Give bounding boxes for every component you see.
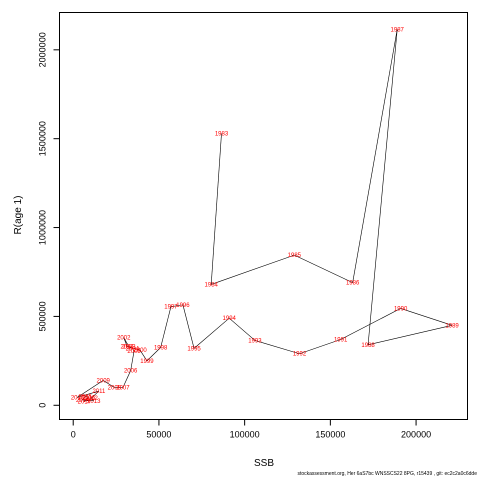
series-segment — [85, 396, 89, 398]
point-label-1993: 1993 — [248, 338, 262, 344]
point-label-2007: 2007 — [116, 386, 130, 392]
point-label-1994: 1994 — [223, 316, 237, 322]
series-segment — [229, 317, 256, 341]
y-tick-label: 2000000 — [38, 32, 48, 67]
point-label-2003: 2003 — [122, 345, 136, 351]
point-label-2009: 2009 — [97, 378, 111, 384]
series-segment — [128, 346, 133, 349]
y-tick-label: 0 — [38, 403, 48, 408]
series-segment — [210, 133, 222, 285]
point-label-2001: 2001 — [121, 345, 135, 351]
point-label-1986: 1986 — [346, 281, 360, 287]
point-label-2005: 2005 — [127, 349, 141, 355]
series-segment — [400, 308, 453, 326]
series-segment — [91, 390, 100, 399]
point-label-1983: 1983 — [215, 131, 229, 137]
y-axis-title: R(age 1) — [13, 196, 24, 235]
series-segment — [103, 380, 115, 388]
point-label-1991: 1991 — [334, 338, 348, 344]
footer-credit: stockassessment.org, Her 6aS7bc WNSSCS22… — [297, 471, 477, 477]
point-label-1989: 1989 — [445, 323, 459, 329]
series-segment — [368, 325, 453, 346]
point-labels: 1983 1984 1985 1986 1987 1988 1989 1990 1991 1992… — [71, 27, 460, 405]
point-label-2000: 2000 — [133, 348, 147, 354]
series-segment — [211, 254, 295, 285]
x-tick-label: 200000 — [401, 430, 431, 440]
x-tick-label: 150000 — [315, 430, 345, 440]
series-segment — [82, 399, 94, 402]
series-segment — [193, 317, 230, 349]
point-label-1997: 1997 — [164, 305, 178, 311]
series-segment — [146, 347, 161, 362]
y-tick-label: 1500000 — [38, 121, 48, 156]
point-label-2013: 2013 — [87, 399, 101, 405]
point-label-2002: 2002 — [117, 336, 131, 342]
x-axis-title: SSB — [254, 458, 274, 469]
series-lines — [77, 29, 453, 402]
series-segment — [299, 339, 341, 355]
series-segment — [122, 370, 131, 388]
point-label-2015: 2015 — [79, 394, 93, 400]
point-label-1984: 1984 — [205, 282, 219, 288]
series-segment — [254, 340, 300, 355]
x-tick-label: 0 — [71, 430, 76, 440]
point-label-2014: 2014 — [76, 398, 90, 404]
series-segment — [182, 304, 195, 349]
series-segment — [367, 29, 398, 345]
x-axis: 0 50000 100000 150000 200000 — [71, 419, 431, 440]
point-label-1998: 1998 — [154, 346, 168, 352]
point-label-1995: 1995 — [187, 346, 201, 352]
point-label-2012: 2012 — [85, 396, 99, 402]
series-segment — [160, 306, 172, 348]
x-tick-label: 50000 — [146, 430, 171, 440]
series-segment — [77, 390, 100, 398]
point-label-1996: 1996 — [176, 303, 190, 309]
point-label-2006: 2006 — [124, 369, 138, 375]
series-segment — [170, 304, 183, 307]
x-tick-label: 100000 — [230, 430, 260, 440]
point-label-1985: 1985 — [288, 253, 302, 259]
plot-frame — [59, 12, 468, 420]
series-segment — [132, 348, 135, 352]
point-label-1988: 1988 — [361, 343, 375, 349]
series-segment — [82, 396, 86, 401]
y-tick-label: 500000 — [38, 301, 48, 331]
series-segment — [77, 380, 104, 398]
series-segment — [130, 351, 135, 371]
point-label-1990: 1990 — [394, 306, 408, 312]
series-segment — [139, 350, 148, 362]
series-segment — [340, 308, 401, 340]
series-segment — [127, 346, 141, 351]
point-label-2010: 2010 — [71, 395, 85, 401]
point-label-2008: 2008 — [108, 386, 122, 392]
point-label-2016: 2016 — [82, 395, 96, 401]
series-segment — [123, 337, 130, 347]
point-label-2011: 2011 — [92, 389, 106, 395]
point-label-1992: 1992 — [293, 352, 307, 358]
series-segment — [352, 29, 398, 283]
y-tick-label: 1000000 — [38, 210, 48, 245]
point-label-2017: 2017 — [78, 399, 92, 405]
series-segment — [84, 397, 89, 402]
point-label-1999: 1999 — [140, 359, 154, 365]
series-segment — [90, 397, 95, 402]
series-segment — [294, 254, 353, 283]
point-label-1987: 1987 — [391, 27, 405, 33]
point-label-2004: 2004 — [126, 346, 140, 352]
y-axis: 0 500000 1000000 1500000 2000000 — [38, 32, 60, 408]
